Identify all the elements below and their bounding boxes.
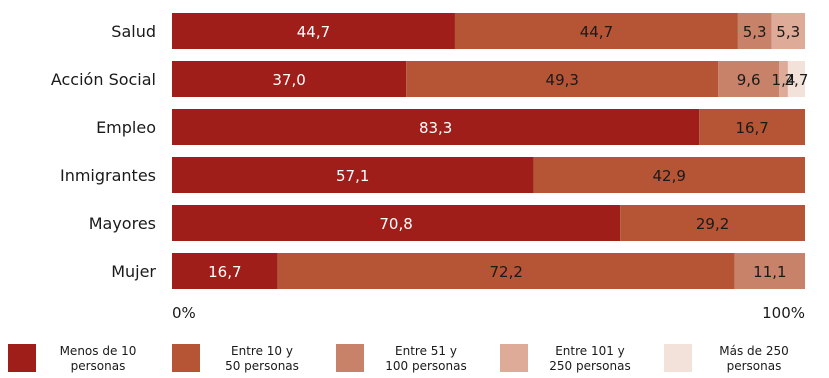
legend-swatch <box>500 344 528 372</box>
legend-swatch <box>172 344 200 372</box>
value-label: 49,3 <box>546 71 579 89</box>
category-label: Mujer <box>111 262 156 281</box>
legend-swatch <box>664 344 692 372</box>
value-label: 16,7 <box>735 119 768 137</box>
x-tick-label-100: 100% <box>762 304 805 322</box>
bar-segment <box>454 13 738 49</box>
legend-label: Entre 101 y 250 personas <box>549 344 631 373</box>
bar-segment <box>172 205 621 241</box>
bar-segment <box>737 13 772 49</box>
value-label: 37,0 <box>272 71 305 89</box>
category-label: Salud <box>111 22 156 41</box>
legend-label: Entre 10 y 50 personas <box>225 344 299 373</box>
category-label: Acción Social <box>51 70 156 89</box>
bar-segment <box>771 13 805 49</box>
value-label: 2,7 <box>785 71 809 89</box>
bar-segment <box>734 253 805 289</box>
value-label: 16,7 <box>208 263 241 281</box>
value-label: 83,3 <box>419 119 452 137</box>
legend-label: Entre 51 y 100 personas <box>385 344 467 373</box>
legend-label: Más de 250 personas <box>719 344 789 373</box>
stacked-bar-chart: Salud Acción Social Empleo Inmigrantes Mayor… <box>51 13 808 322</box>
bar-segment <box>620 205 805 241</box>
bar-segment <box>172 253 278 289</box>
bar-segment <box>787 61 805 97</box>
bar-segment <box>277 253 735 289</box>
legend-swatch <box>336 344 364 372</box>
value-labels: 44,7 44,7 5,3 5,3 37,0 49,3 9,6 1,42,7 83,3 16,7 5… <box>208 23 808 281</box>
value-label: 11,1 <box>753 263 786 281</box>
value-label: 5,3 <box>776 23 800 41</box>
value-label: 29,2 <box>696 215 729 233</box>
legend: Menos de 10 personas Entre 10 y 50 person… <box>0 336 829 378</box>
bar-segment <box>699 109 805 145</box>
value-label: 72,2 <box>490 263 523 281</box>
legend-swatch <box>8 344 36 372</box>
bars <box>172 13 805 289</box>
value-label: 5,3 <box>743 23 767 41</box>
value-label: 44,7 <box>580 23 613 41</box>
value-label: 57,1 <box>336 167 369 185</box>
value-label: 1,4 <box>772 71 796 89</box>
category-label: Mayores <box>89 214 156 233</box>
bar-segment <box>779 61 788 97</box>
value-label: 70,8 <box>379 215 412 233</box>
bar-segment <box>172 61 407 97</box>
value-label: 9,6 <box>737 71 761 89</box>
bar-segment <box>172 13 455 49</box>
bar-segment <box>406 61 719 97</box>
value-label: 44,7 <box>297 23 330 41</box>
bar-segment <box>172 109 700 145</box>
category-labels: Salud Acción Social Empleo Inmigrantes Mayor… <box>51 22 157 281</box>
category-label: Empleo <box>96 118 156 137</box>
x-tick-label-0: 0% <box>172 304 196 322</box>
legend-label: Menos de 10 personas <box>59 344 137 373</box>
category-label: Inmigrantes <box>60 166 156 185</box>
bar-segment <box>172 157 534 193</box>
value-label: 42,9 <box>653 167 686 185</box>
bar-segment <box>533 157 805 193</box>
bar-segment <box>718 61 780 97</box>
